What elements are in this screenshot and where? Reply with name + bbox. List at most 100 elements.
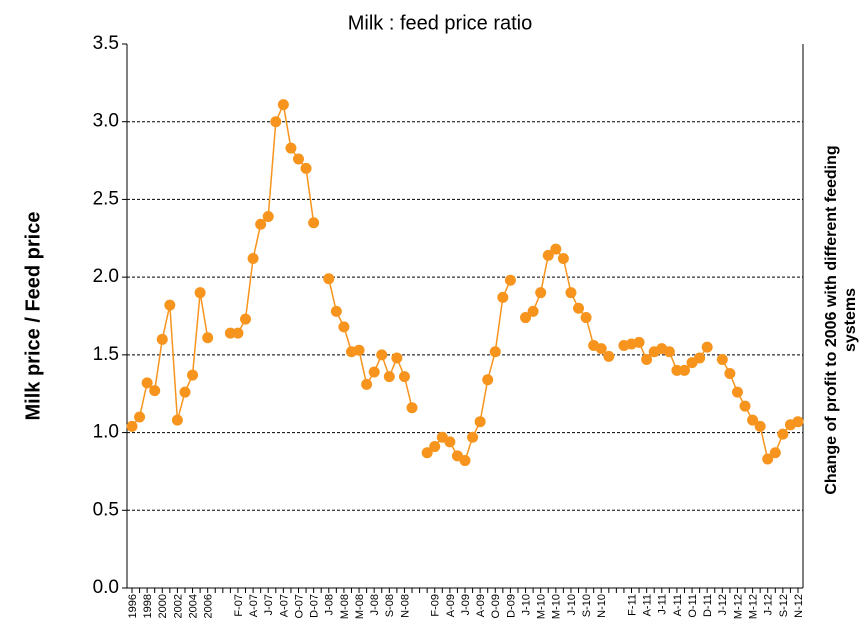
point — [134, 411, 146, 423]
point — [550, 243, 562, 255]
point — [671, 364, 683, 376]
point — [164, 299, 176, 311]
y-tick-label: 3.5 — [93, 33, 119, 54]
x-tick-label: 2004 — [187, 594, 199, 618]
point — [467, 431, 479, 443]
point — [701, 341, 713, 353]
x-tick-label: F-07 — [233, 594, 245, 617]
point — [520, 312, 532, 324]
x-tick-label: J-11 — [657, 594, 669, 615]
x-tick-label: M-12 — [732, 594, 744, 619]
y-tick-label: 2.0 — [93, 266, 119, 287]
x-tick-label: J-09 — [460, 594, 472, 615]
x-tick-label: A-11 — [672, 594, 684, 616]
x-tick-label: N-08 — [399, 594, 411, 618]
point — [300, 162, 312, 174]
x-tick-label: O-07 — [293, 594, 305, 618]
point — [641, 354, 653, 366]
point — [240, 313, 252, 325]
x-tick-label: F-09 — [430, 594, 442, 617]
point — [603, 350, 615, 362]
point — [504, 274, 516, 286]
x-tick-label: N-12 — [793, 594, 805, 618]
point — [156, 333, 168, 345]
x-tick-label: J-12 — [717, 594, 729, 615]
point — [489, 346, 501, 358]
point — [769, 447, 781, 459]
point — [232, 327, 244, 339]
x-tick-label: M-10 — [536, 594, 548, 619]
y2-axis-label: systems — [842, 288, 859, 352]
x-tick-label: J-07 — [263, 594, 275, 615]
x-tick-label: M-10 — [551, 594, 563, 619]
point — [406, 402, 418, 414]
point — [421, 447, 433, 459]
point — [262, 211, 274, 223]
x-tick-label: 2000 — [157, 594, 169, 618]
point — [391, 352, 403, 364]
y2-axis-label: Change of profit to 2006 with different … — [823, 145, 840, 494]
x-tick-label: N-10 — [596, 594, 608, 618]
x-tick-label: D-11 — [702, 594, 714, 617]
x-tick-label: J-08 — [369, 594, 381, 615]
point — [762, 453, 774, 465]
point — [368, 366, 380, 378]
point — [633, 336, 645, 348]
x-tick-label: J-08 — [324, 594, 336, 615]
point — [716, 354, 728, 366]
point — [270, 116, 282, 128]
point — [497, 291, 509, 303]
x-tick-label: A-07 — [278, 594, 290, 617]
point — [573, 302, 585, 314]
x-tick-label: S-08 — [384, 594, 396, 617]
point — [474, 416, 486, 428]
x-tick-label: M-08 — [354, 594, 366, 619]
x-tick-label: F-11 — [626, 594, 638, 616]
point — [557, 252, 569, 264]
point — [792, 416, 804, 428]
x-tick-label: A-09 — [445, 594, 457, 617]
x-tick-label: S-10 — [581, 594, 593, 617]
line — [131, 102, 799, 462]
point — [224, 327, 236, 339]
x-tick-label: D-09 — [505, 594, 517, 618]
y-tick-label: 1.5 — [93, 344, 119, 365]
x-tick-label: A-11 — [642, 594, 654, 616]
point — [459, 455, 471, 467]
point — [754, 420, 766, 432]
point — [126, 420, 138, 432]
point — [255, 218, 267, 230]
point — [376, 349, 388, 361]
chart-title: Milk : feed price ratio — [348, 12, 533, 34]
point — [187, 369, 199, 381]
x-tick-label: O-11 — [687, 594, 699, 618]
x-tick-label: 1998 — [142, 594, 154, 618]
point — [731, 386, 743, 398]
point — [527, 305, 539, 317]
x-tick-label: M-08 — [339, 594, 351, 619]
point — [194, 287, 206, 299]
point — [482, 374, 494, 386]
x-tick-label: J-12 — [763, 594, 775, 615]
point — [277, 99, 289, 111]
point — [694, 352, 706, 364]
point — [330, 305, 342, 317]
x-tick-label: 1996 — [127, 594, 139, 618]
x-tick-label: J-10 — [520, 594, 532, 615]
y-tick-label: 0.0 — [93, 577, 119, 598]
point — [149, 385, 161, 397]
point — [678, 364, 690, 376]
point — [663, 346, 675, 358]
point — [429, 441, 441, 453]
point — [285, 142, 297, 154]
point — [202, 332, 214, 344]
x-tick-label: A-09 — [475, 594, 487, 617]
point — [747, 414, 759, 426]
point — [777, 428, 789, 440]
point — [739, 400, 751, 412]
x-tick-label: 2006 — [203, 594, 215, 618]
point — [383, 371, 395, 383]
point — [580, 312, 592, 324]
x-tick-label: M-12 — [747, 594, 759, 619]
